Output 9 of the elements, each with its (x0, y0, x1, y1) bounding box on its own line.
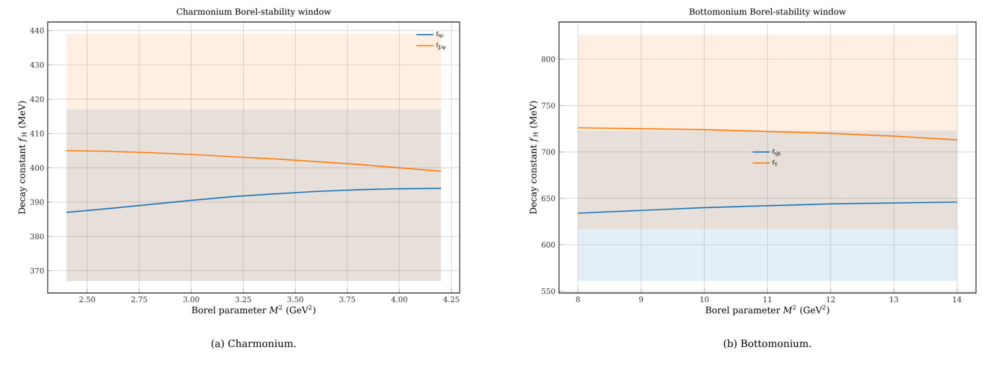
chart-title: Charmonium Borel-stability window (176, 8, 332, 16)
x-axis-title: Borel parameter M$^{2}$ (GeV$^{2}$) (192, 305, 316, 316)
line-series (577, 127, 958, 140)
text: (a) Charmonium. (212, 339, 296, 349)
y-axis-title: Decay constant f$_{H}$ (MeV) (18, 101, 28, 214)
text: (b) Bottomonium. (724, 339, 811, 349)
chart-title: Bottomonium Borel-stability window (689, 8, 846, 16)
x-axis-title: Borel parameter M$^{2}$ (GeV$^{2}$) (706, 305, 830, 316)
y-axis-title: Decay constant f$_{H}$ (MeV) (530, 101, 538, 214)
